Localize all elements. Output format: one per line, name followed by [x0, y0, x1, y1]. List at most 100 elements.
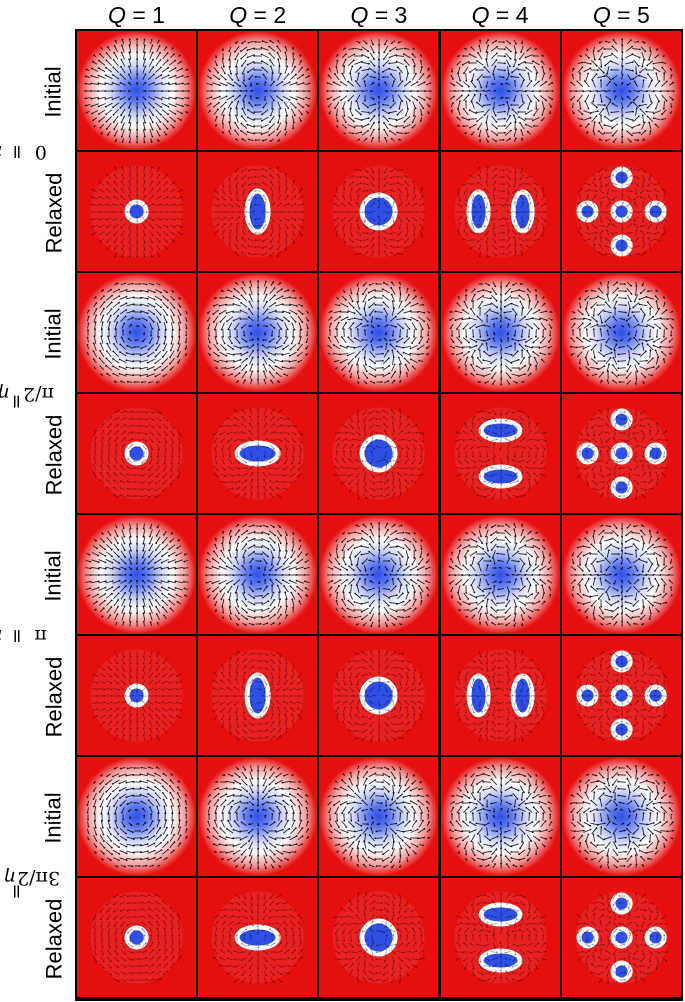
panel-vector-field	[319, 273, 439, 392]
panel-initial-q2	[198, 31, 318, 150]
row-label-text: Initial	[41, 549, 67, 602]
row-label-text: Relaxed	[41, 172, 66, 253]
panel-relaxed-q2	[198, 394, 318, 513]
panel-vector-field	[77, 152, 197, 271]
panel-vector-field	[440, 878, 560, 997]
row-label-text: Relaxed	[41, 414, 66, 495]
panel-vector-field	[561, 152, 681, 271]
panel-relaxed-q1	[77, 636, 197, 755]
panel-relaxed-q5	[561, 152, 681, 271]
panel-vector-field	[440, 273, 560, 392]
panel-vector-field	[319, 394, 439, 513]
panel-initial-q4	[440, 273, 560, 392]
group-label-variable: η	[0, 141, 2, 163]
panel-initial-q1	[77, 273, 197, 392]
panel-relaxed-q1	[77, 878, 197, 997]
column-header-value: 1	[152, 2, 165, 28]
panel-vector-field	[440, 636, 560, 755]
panel-vector-field	[198, 31, 318, 150]
panel-vector-field	[198, 152, 318, 271]
column-header-value: 4	[515, 2, 529, 28]
panel-relaxed-q5	[561, 394, 681, 513]
panel-vector-field	[198, 636, 318, 755]
panel-initial-q2	[198, 273, 318, 392]
group-label-variable: η	[4, 867, 17, 889]
column-header-variable: Q	[471, 2, 490, 28]
row-label-text: Initial	[41, 65, 67, 118]
panel-initial-q5	[561, 515, 681, 634]
column-headers: Q = 1 Q = 2 Q = 3 Q = 4 Q = 5	[76, 0, 684, 30]
panel-vector-field	[561, 31, 681, 150]
panel-relaxed-q1	[77, 152, 197, 271]
column-header-q3: Q = 3	[350, 2, 408, 28]
panel-relaxed-q2	[198, 878, 318, 997]
panel-vector-field	[198, 273, 318, 392]
row-label-text: Initial	[41, 791, 67, 844]
panel-vector-field	[77, 636, 197, 755]
panel-vector-field	[77, 878, 197, 997]
panel-initial-q4	[440, 757, 560, 876]
panel-vector-field	[198, 878, 318, 997]
panel-vector-field	[561, 515, 681, 634]
row-label-text: Initial	[41, 307, 67, 360]
group-label-eta: η = 3π/2	[0, 757, 60, 999]
column-header-value: 3	[394, 2, 408, 28]
panel-grid	[75, 29, 683, 1001]
panel-vector-field	[198, 515, 318, 634]
panel-vector-field	[319, 636, 439, 755]
panel-initial-q5	[561, 273, 681, 392]
panel-initial-q1	[77, 515, 197, 634]
panel-relaxed-q5	[561, 878, 681, 997]
panel-relaxed-q3	[319, 152, 439, 271]
group-label-variable: η	[0, 383, 10, 405]
panel-vector-field	[319, 878, 439, 997]
panel-vector-field	[319, 515, 439, 634]
panel-vector-field	[440, 31, 560, 150]
group-label-eta: η = 0	[0, 31, 46, 273]
panel-initial-q4	[440, 31, 560, 150]
row-label-initial: Initial	[33, 515, 75, 636]
group-label-eta: η = π/2	[0, 273, 54, 515]
panel-relaxed-q1	[77, 394, 197, 513]
panel-vector-field	[77, 515, 197, 634]
column-header-q4: Q = 4	[471, 2, 529, 28]
row-label-relaxed: Relaxed	[33, 152, 75, 273]
panel-initial-q4	[440, 515, 560, 634]
panel-initial-q2	[198, 515, 318, 634]
row-label-text: Relaxed	[41, 898, 66, 979]
panel-initial-q1	[77, 31, 197, 150]
panel-relaxed-q4	[440, 394, 560, 513]
column-header-value: 2	[273, 2, 287, 28]
column-header-variable: Q	[229, 2, 248, 28]
panel-vector-field	[440, 757, 560, 876]
column-header-variable: Q	[350, 2, 369, 28]
panel-initial-q3	[319, 757, 439, 876]
panel-relaxed-q2	[198, 636, 318, 755]
panel-relaxed-q3	[319, 878, 439, 997]
panel-vector-field	[319, 31, 439, 150]
row-label-initial: Initial	[33, 273, 75, 394]
row-label-relaxed: Relaxed	[33, 636, 75, 757]
panel-initial-q3	[319, 31, 439, 150]
panel-initial-q3	[319, 515, 439, 634]
column-header-q1: Q = 1	[108, 2, 165, 28]
column-header-q5: Q = 5	[592, 2, 650, 28]
row-label-initial: Initial	[33, 757, 75, 878]
panel-initial-q5	[561, 31, 681, 150]
column-header-q2: Q = 2	[229, 2, 287, 28]
panel-vector-field	[561, 636, 681, 755]
panel-vector-field	[440, 515, 560, 634]
column-header-variable: Q	[592, 2, 611, 28]
panel-initial-q3	[319, 273, 439, 392]
row-label-relaxed: Relaxed	[33, 394, 75, 515]
panel-relaxed-q2	[198, 152, 318, 271]
panel-relaxed-q4	[440, 636, 560, 755]
panel-vector-field	[198, 757, 318, 876]
panel-vector-field	[440, 152, 560, 271]
panel-vector-field	[77, 757, 197, 876]
panel-vector-field	[77, 394, 197, 513]
column-header-variable: Q	[108, 2, 126, 28]
group-label-eta: η = π	[0, 515, 46, 757]
panel-relaxed-q5	[561, 636, 681, 755]
row-label-initial: Initial	[33, 31, 75, 152]
